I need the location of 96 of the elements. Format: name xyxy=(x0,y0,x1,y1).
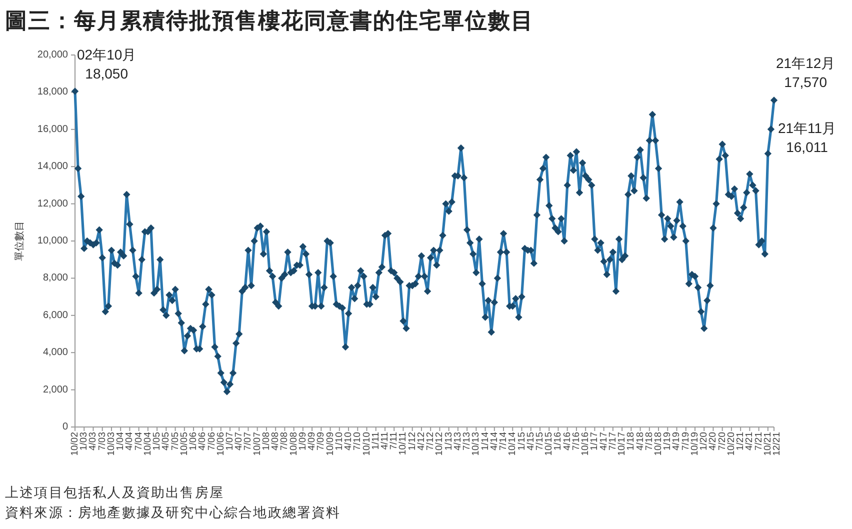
y-tick-label: 2,000 xyxy=(42,384,68,396)
x-tick-label: 7/10 xyxy=(352,432,364,450)
x-tick-label: 10/03 xyxy=(106,432,117,456)
x-tick-label: 4/19 xyxy=(671,432,682,450)
x-tick-label: 1/08 xyxy=(260,432,272,450)
x-tick-label: 7/13 xyxy=(462,432,473,450)
x-tick-label: 4/08 xyxy=(270,432,282,450)
x-tick-label: 1/09 xyxy=(297,432,308,450)
y-tick-label: 18,000 xyxy=(37,86,68,98)
x-tick-label: 10/20 xyxy=(726,432,737,456)
x-tick-label: 4/03 xyxy=(88,432,99,450)
y-tick-label: 4,000 xyxy=(42,347,68,358)
annotation: 21年12月 17,570 xyxy=(776,55,836,90)
x-tick-label: 1/21 xyxy=(735,432,746,450)
x-tick-label: 7/21 xyxy=(753,432,764,450)
x-tick-label: 10/10 xyxy=(361,432,372,456)
x-tick-label: 4/10 xyxy=(343,432,354,450)
x-tick-label: 4/13 xyxy=(452,432,464,450)
y-tick-label: 16,000 xyxy=(37,124,68,135)
x-tick-label: 1/06 xyxy=(188,432,200,450)
x-tick-label: 10/05 xyxy=(178,432,190,456)
x-tick-label: 1/13 xyxy=(443,432,454,450)
x-tick-label: 10/06 xyxy=(215,432,226,456)
x-tick-label: 4/05 xyxy=(160,432,172,450)
x-tick-label: 10/17 xyxy=(616,432,628,456)
x-tick-label: 7/09 xyxy=(316,432,327,450)
text: 上述項目包括私人及資助出售房屋 xyxy=(5,485,224,500)
x-tick-label: 1/12 xyxy=(406,432,418,450)
x-tick-label: 10/09 xyxy=(324,432,336,456)
x-tick-label: 1/11 xyxy=(370,432,382,450)
x-tick-label: 7/14 xyxy=(498,432,510,450)
x-tick-label: 1/16 xyxy=(552,432,564,450)
x-tick-label: 7/12 xyxy=(425,432,436,450)
x-tick-label: 4/12 xyxy=(416,432,427,450)
y-tick-label: 10,000 xyxy=(37,236,68,246)
x-tick-label: 4/04 xyxy=(124,432,136,450)
x-tick-label: 7/18 xyxy=(644,432,655,450)
x-tick-label: 4/18 xyxy=(634,432,646,450)
x-tick-label: 1/14 xyxy=(480,432,491,450)
x-tick-label: 7/20 xyxy=(716,432,728,450)
x-tick-label: 10/13 xyxy=(470,432,482,456)
x-tick-label: 10/18 xyxy=(653,432,664,456)
x-tick-label: 10/15 xyxy=(544,432,555,456)
x-tick-label: 10/02 xyxy=(70,432,80,456)
x-tick-label: 4/14 xyxy=(488,432,500,450)
y-tick-label: 0 xyxy=(62,422,68,432)
x-tick-label: 1/07 xyxy=(224,432,236,450)
x-tick-label: 7/05 xyxy=(170,432,181,450)
y-axis-title: 單位數目 xyxy=(14,221,26,261)
x-tick-label: 4/07 xyxy=(234,432,245,450)
x-tick-label: 7/15 xyxy=(534,432,546,450)
x-tick-label: 7/04 xyxy=(133,432,144,450)
x-tick-label: 1/03 xyxy=(78,432,90,450)
x-tick-label: 4/09 xyxy=(306,432,318,450)
x-tick-label: 10/04 xyxy=(142,432,154,456)
x-tick-label: 1/19 xyxy=(662,432,674,450)
x-tick-label: 4/20 xyxy=(708,432,719,450)
x-tick-label: 1/20 xyxy=(698,432,710,450)
x-tick-label: 10/19 xyxy=(689,432,700,456)
x-tick-label: 4/11 xyxy=(379,432,390,450)
x-tick-label: 7/11 xyxy=(388,432,400,450)
x-tick-label: 7/17 xyxy=(607,432,618,450)
x-tick-label: 4/16 xyxy=(562,432,573,450)
x-tick-label: 7/07 xyxy=(242,432,254,450)
x-tick-label: 7/19 xyxy=(680,432,692,450)
x-tick-label: 1/05 xyxy=(152,432,163,450)
source-note: 資料來源：房地產數據及研究中心綜合地政總署資料 xyxy=(5,505,341,520)
x-tick-label: 4/06 xyxy=(197,432,208,450)
x-tick-label: 10/16 xyxy=(580,432,592,456)
x-tick-label: 10/12 xyxy=(434,432,446,456)
x-tick-label: 4/21 xyxy=(744,432,756,450)
annotation: 21年11月 16,011 xyxy=(778,120,836,156)
x-tick-label: 12/21 xyxy=(771,432,782,456)
x-tick-label: 4/15 xyxy=(525,432,536,450)
y-tick-label: 14,000 xyxy=(37,161,68,172)
x-tick-label: 10/08 xyxy=(288,432,300,456)
x-tick-label: 1/15 xyxy=(516,432,528,450)
y-tick-label: 6,000 xyxy=(42,310,68,321)
x-tick-label: 1/18 xyxy=(626,432,637,450)
x-tick-label: 1/17 xyxy=(589,432,600,450)
x-tick-label: 10/21 xyxy=(762,432,774,456)
x-tick-label: 4/17 xyxy=(598,432,610,450)
x-tick-label: 10/07 xyxy=(252,432,263,456)
y-tick-label: 12,000 xyxy=(37,198,68,210)
x-tick-label: 7/06 xyxy=(206,432,218,450)
x-tick-label: 7/03 xyxy=(96,432,108,450)
x-tick-label: 1/04 xyxy=(115,432,126,450)
y-tick-label: 20,000 xyxy=(37,50,68,60)
x-tick-label: 7/08 xyxy=(279,432,290,450)
chart-title: 圖三：每月累積待批預售樓花同意書的住宅單位數目 xyxy=(5,8,534,33)
annotation: 02年10月 18,050 xyxy=(77,46,136,82)
x-tick-label: 7/16 xyxy=(570,432,582,450)
x-tick-label: 10/14 xyxy=(507,432,518,456)
y-tick-label: 8,000 xyxy=(42,272,68,284)
x-tick-label: 10/11 xyxy=(398,432,409,456)
x-tick-label: 1/10 xyxy=(334,432,345,450)
